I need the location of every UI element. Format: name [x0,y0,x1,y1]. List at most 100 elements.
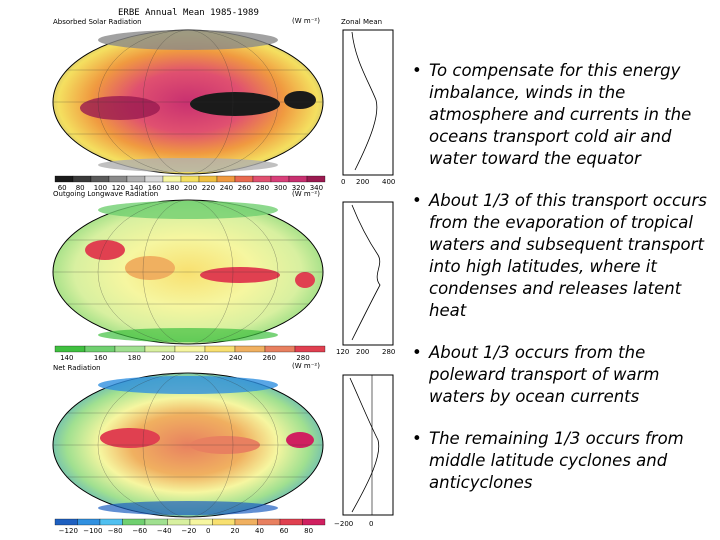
net-zonal-tick-0: −200 [334,520,354,528]
colorbar-swatch [144,345,176,353]
colorbar-swatch [167,518,191,526]
panel3-name: Net Radiation [53,364,101,372]
net-zonal-plot [342,374,394,516]
colorbar-tick-label: 340 [309,184,324,192]
colorbar-tick-label: 120 [111,184,126,192]
solar-zonal-tick-1: 200 [356,178,370,186]
colorbar-swatch [122,518,146,526]
colorbar-swatch [270,175,290,183]
olr-map [52,199,324,345]
bullet-text: About 1/3 occurs from the poleward trans… [429,343,660,406]
colorbar-swatch [126,175,146,183]
colorbar-swatch [180,175,200,183]
panel2-units: (W m⁻²) [292,190,320,198]
olr-colorbar [54,345,326,353]
colorbar-tick-label: 80 [75,184,85,192]
colorbar-tick-label: −20 [181,527,197,535]
colorbar-swatch [90,175,110,183]
colorbar-tick-label: 40 [255,527,264,535]
figure-title: ERBE Annual Mean 1985-1989 [118,8,259,18]
colorbar-swatch [54,518,78,526]
colorbar-tick-label: 240 [219,184,234,192]
colorbar-tick-label: 220 [201,184,216,192]
colorbar-tick-label: 140 [129,184,144,192]
colorbar-tick-label: 80 [304,527,314,535]
colorbar-swatch [114,345,146,353]
solar-map [52,29,324,175]
solar-zonal-tick-0: 0 [341,178,346,186]
colorbar-swatch [288,175,308,183]
colorbar-tick-label: 320 [291,184,306,192]
colorbar-swatch [306,175,326,183]
olr-zonal-tick-2: 280 [382,348,396,356]
colorbar-tick-label: 60 [57,184,67,192]
colorbar-swatch [144,175,164,183]
colorbar-tick-label: 180 [165,184,180,192]
solar-zonal-tick-2: 400 [382,178,396,186]
colorbar-swatch [264,345,296,353]
colorbar-swatch [216,175,236,183]
colorbar-tick-label: 20 [230,527,240,535]
colorbar-tick-label: 220 [195,354,209,362]
zonal-mean-label: Zonal Mean [341,18,383,26]
colorbar-tick-label: −60 [132,527,148,535]
colorbar-swatch [257,518,281,526]
panel1-units: (W m⁻²) [292,17,320,25]
colorbar-tick-label: 180 [127,354,141,362]
net-zonal-tick-1: 0 [369,520,374,528]
panel3-units: (W m⁻²) [292,362,320,370]
solar-zonal-plot [342,29,394,176]
colorbar-tick-label: 160 [147,184,162,192]
colorbar-swatch [84,345,116,353]
colorbar-swatch [108,175,128,183]
colorbar-swatch [72,175,92,183]
colorbar-tick-label: 260 [262,354,276,362]
colorbar-tick-label: −80 [107,527,123,535]
colorbar-tick-label: −120 [58,527,78,535]
colorbar-tick-label: 280 [296,354,310,362]
figure-graphics [52,29,394,526]
colorbar-tick-label: 160 [93,354,108,362]
colorbar-swatch [198,175,218,183]
colorbar-swatch [77,518,101,526]
colorbar-tick-label: 240 [228,354,243,362]
net-colorbar [54,518,326,526]
colorbar-swatch [212,518,236,526]
solar-colorbar [54,175,326,183]
colorbar-tick-label: 200 [161,354,175,362]
olr-zonal-tick-0: 120 [336,348,350,356]
colorbar-swatch [162,175,182,183]
colorbar-tick-label: 200 [183,184,198,192]
net-map [52,372,324,518]
colorbar-swatch [99,518,123,526]
colorbar-tick-label: 280 [255,184,270,192]
colorbar-swatch [144,518,168,526]
colorbar-tick-label: 60 [279,527,289,535]
colorbar-swatch [204,345,236,353]
bullet-text: About 1/3 of this transport occurs from … [429,191,707,320]
colorbar-tick-label: 140 [60,354,74,362]
colorbar-swatch [189,518,213,526]
colorbar-tick-label: 100 [93,184,108,192]
colorbar-swatch [54,175,74,183]
colorbar-swatch [174,345,206,353]
bullet-text: The remaining 1/3 occurs from middle lat… [429,429,684,492]
panel1-name: Absorbed Solar Radiation [53,18,142,26]
colorbar-swatch [279,518,303,526]
olr-zonal-plot [342,201,394,346]
colorbar-swatch [252,175,272,183]
bullet-text: To compensate for this energy imbalance,… [429,61,692,168]
colorbar-swatch [302,518,326,526]
colorbar-swatch [294,345,326,353]
colorbar-tick-label: 0 [205,527,211,535]
panel2-name: Outgoing Longwave Radiation [53,190,159,198]
colorbar-tick-label: −40 [156,527,172,535]
colorbar-swatch [234,345,266,353]
colorbar-tick-label: 300 [273,184,288,192]
colorbar-swatch [54,345,86,353]
colorbar-swatch [234,175,254,183]
colorbar-tick-label: −100 [83,527,103,535]
colorbar-swatch [234,518,258,526]
colorbar-tick-label: 260 [237,184,252,192]
olr-zonal-tick-1: 200 [356,348,370,356]
